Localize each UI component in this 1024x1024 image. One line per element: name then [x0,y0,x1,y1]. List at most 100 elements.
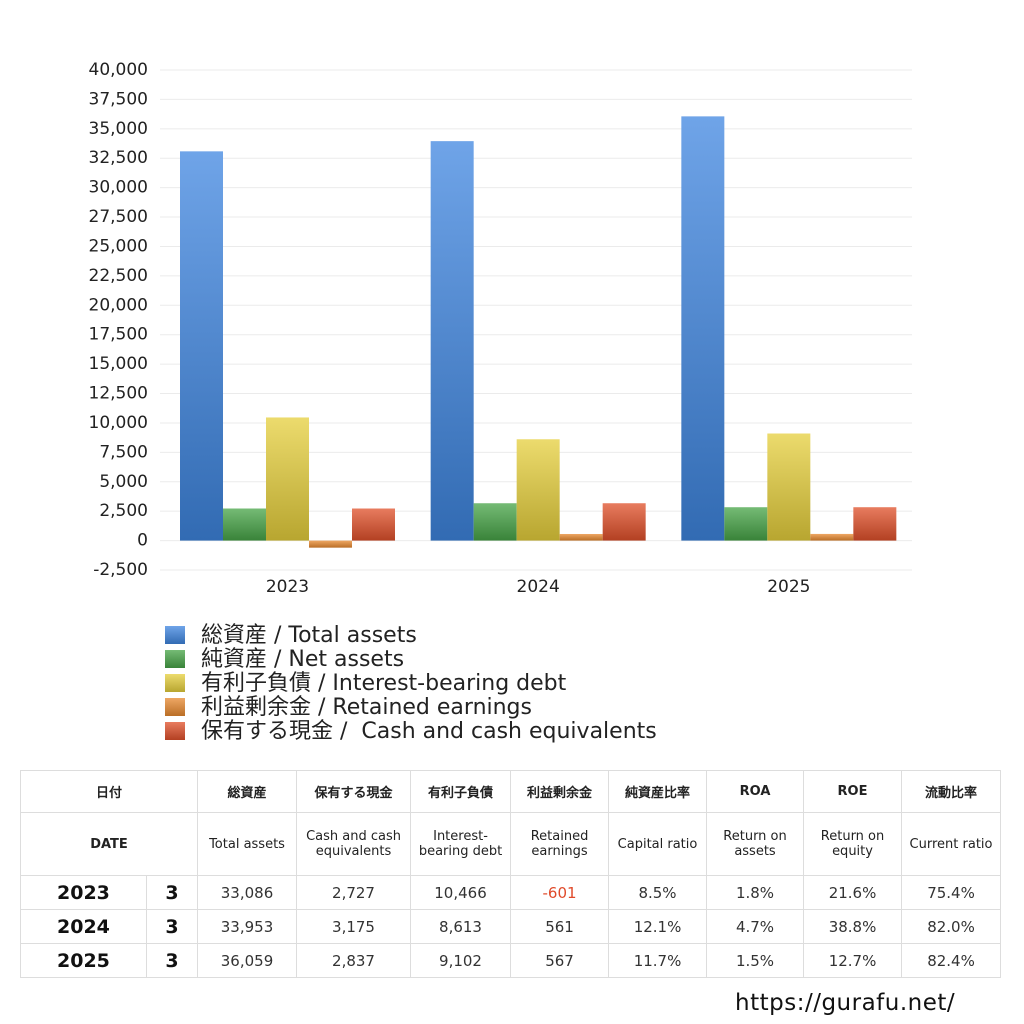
bar [602,503,646,541]
table-cell: 33,086 [197,875,298,910]
bar [352,508,395,541]
y-tick-label: 32,500 [89,148,148,168]
table-cell: 2,837 [296,943,412,978]
table-cell: 4.7% [706,909,805,944]
y-tick-label: 5,000 [99,472,148,492]
table-cell: 3 [145,909,199,944]
y-tick-label: 15,000 [89,354,148,374]
table-cell: 2023 [20,875,147,910]
bar [516,439,560,541]
header-row: 日付 総資産 保有する現金 有利子負債 利益剰余金 純資産比率 ROA ROE 流動比率 [19,770,1002,813]
x-tick-label: 2024 [517,577,560,597]
table-cell: 保有する現金 [296,770,412,813]
y-tick-label: 7,500 [99,442,148,462]
data-table: 日付 総資産 保有する現金 有利子負債 利益剰余金 純資産比率 ROA ROE 流動比率 DATE… [19,770,1002,978]
table-cell: 561 [510,909,610,944]
table-cell: 2025 [20,943,147,978]
legend-swatch [165,722,185,740]
table-cell: 3,175 [296,909,412,944]
table-cell: Cash and cash equivalents [296,812,412,876]
y-tick-label: 40,000 [89,60,148,80]
table-cell: 日付 [19,770,199,813]
y-tick-label: 35,000 [89,119,148,139]
table-cell: 12.1% [608,909,708,944]
data-row: 2025 3 36,059 2,837 9,102 567 11.7% 1.5% 12.7% 82… [20,943,1002,978]
table-cell: 1.5% [706,943,805,978]
y-tick-label: 30,000 [89,178,148,198]
table-cell: 2,727 [296,875,412,910]
header-row: DATE Total assets Cash and cash equivalent… [19,812,1002,876]
table-cell: Interest-bearing debt [410,812,512,876]
table-cell: 有利子負債 [410,770,512,813]
table-cell: ROA [706,770,805,813]
bar [473,503,517,541]
legend-swatch [165,674,185,692]
bar [681,116,725,541]
legend-label: 保有する現金 / Cash and cash equivalents [201,719,657,744]
table-cell: 利益剰余金 [510,770,610,813]
table-cell: 2024 [20,909,147,944]
y-tick-label: 17,500 [89,325,148,345]
legend-swatch [165,698,185,716]
table-cell: 流動比率 [901,770,1002,813]
legend-swatch [165,626,185,644]
legend-label: 総資産 / Total assets [201,623,417,648]
y-tick-label: 37,500 [89,89,148,109]
table-cell: Retained earnings [510,812,610,876]
bar [559,533,603,541]
y-tick-label: 10,000 [89,413,148,433]
table-cell: 3 [145,875,199,910]
legend-label: 有利子負債 / Interest-bearing debt [201,671,567,696]
table-cell: 8.5% [608,875,708,910]
table-cell: 9,102 [410,943,512,978]
table-cell: 21.6% [803,875,903,910]
table-cell: 8,613 [410,909,512,944]
y-tick-label: 25,000 [89,236,148,256]
x-tick-label: 2025 [767,577,810,597]
y-tick-label: 12,500 [89,384,148,404]
legend-label: 純資産 / Net assets [201,647,404,672]
table-cell: Return on assets [706,812,805,876]
bar [223,508,266,541]
table-cell: -601 [510,875,610,910]
footer-url: https://gurafu.net/ [735,990,956,1016]
table-cell: 82.0% [901,909,1002,944]
table-cell: DATE [19,812,199,876]
table-cell: 11.7% [608,943,708,978]
table-cell: 36,059 [197,943,298,978]
data-row: 2024 3 33,953 3,175 8,613 561 12.1% 4.7% 38.8% 82… [20,909,1002,944]
legend-swatch [165,650,185,668]
y-tick-label: -2,500 [93,560,148,580]
chart: -2,500 0 2,500 5,000 7,500 10,000 12,500 15,000… [89,60,912,744]
y-tick-label: 27,500 [89,207,148,227]
table-cell: 33,953 [197,909,298,944]
y-tick-label: 2,500 [99,501,148,521]
table-cell: 3 [145,943,199,978]
bar [266,417,309,541]
table-cell: 75.4% [901,875,1002,910]
data-row: 2023 3 33,086 2,727 10,466 -601 8.5% 1.8% 21.6% 7… [20,875,1002,910]
table-cell: Return on equity [803,812,903,876]
table-cell: 純資産比率 [608,770,708,813]
bar [767,433,811,541]
y-tick-label: 22,500 [89,266,148,286]
bar [430,141,474,541]
y-tick-label: 20,000 [89,295,148,315]
table-cell: ROE [803,770,903,813]
table-cell: 10,466 [410,875,512,910]
y-tick-label: 0 [137,531,148,551]
bar [810,533,854,541]
table-cell: 総資産 [197,770,298,813]
bar [724,507,768,541]
legend-label: 利益剰余金 / Retained earnings [201,695,532,720]
table-cell: 567 [510,943,610,978]
table-cell: 82.4% [901,943,1002,978]
table-cell: 1.8% [706,875,805,910]
bar [853,507,897,541]
table-cell: Total assets [197,812,298,876]
x-tick-label: 2023 [266,577,309,597]
bar [309,540,352,548]
bar [180,151,223,541]
table-cell: 12.7% [803,943,903,978]
